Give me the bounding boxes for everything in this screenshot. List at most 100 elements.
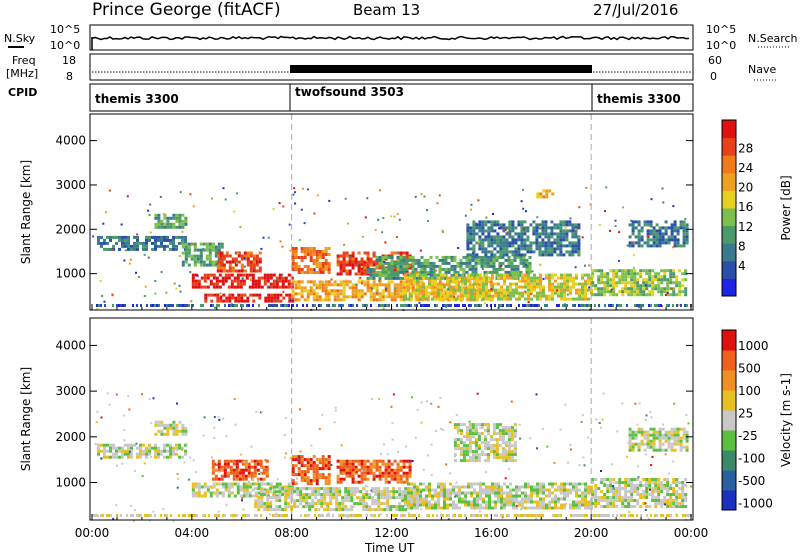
echo-cell bbox=[265, 471, 269, 475]
echo-cell bbox=[455, 273, 458, 277]
echo-cell bbox=[631, 433, 635, 437]
echo-cell bbox=[342, 257, 346, 261]
echo-cell bbox=[175, 287, 178, 290]
echo-cell bbox=[577, 253, 581, 257]
echo-cell bbox=[419, 294, 422, 298]
echo-cell bbox=[243, 257, 246, 260]
echo-cell bbox=[603, 275, 607, 279]
echo-cell bbox=[154, 244, 157, 248]
echo-cell bbox=[303, 247, 307, 250]
echo-cell bbox=[507, 270, 511, 274]
echo-cell bbox=[480, 453, 484, 457]
echo-cell bbox=[432, 264, 436, 268]
echo-cell bbox=[684, 269, 688, 273]
echo-cell bbox=[422, 304, 424, 307]
echo-cell bbox=[407, 285, 410, 289]
echo-cell bbox=[476, 297, 479, 301]
echo-cell bbox=[587, 500, 590, 504]
echo-cell bbox=[512, 294, 515, 298]
echo-cell bbox=[480, 426, 484, 430]
echo-cell bbox=[470, 276, 473, 280]
echo-cell bbox=[548, 482, 551, 486]
echo-cell bbox=[428, 282, 431, 286]
echo-cell bbox=[690, 485, 693, 488]
echo-cell bbox=[560, 297, 563, 301]
echo-cell bbox=[467, 285, 470, 289]
echo-cell bbox=[565, 220, 569, 224]
echo-cell bbox=[452, 506, 455, 510]
echo-cell bbox=[130, 446, 133, 450]
echo-cell bbox=[663, 269, 667, 273]
echo-cell bbox=[354, 260, 358, 264]
echo-cell bbox=[459, 261, 463, 265]
echo-cell bbox=[462, 423, 466, 427]
echo-cell bbox=[212, 485, 216, 489]
echo-cell bbox=[461, 273, 464, 277]
echo-cell bbox=[184, 426, 188, 430]
echo-cell bbox=[525, 270, 529, 274]
echo-cell bbox=[300, 280, 304, 284]
echo-cell bbox=[173, 282, 176, 285]
echo-cell bbox=[303, 271, 307, 274]
echo-cell bbox=[513, 444, 517, 448]
echo-cell bbox=[648, 281, 652, 285]
echo-cell bbox=[258, 266, 262, 270]
echo-cell bbox=[206, 488, 210, 492]
echo-cell bbox=[501, 459, 505, 463]
echo-cell bbox=[187, 245, 191, 249]
echo-cell bbox=[676, 229, 680, 233]
echo-cell bbox=[103, 449, 106, 453]
echo-cell bbox=[636, 284, 640, 288]
echo-cell bbox=[376, 292, 379, 294]
echo-cell bbox=[575, 491, 578, 495]
echo-cell bbox=[209, 282, 213, 286]
echo-cell bbox=[482, 297, 485, 301]
echo-cell bbox=[315, 298, 319, 302]
echo-cell bbox=[473, 282, 476, 286]
echo-cell bbox=[449, 285, 452, 289]
echo-cell bbox=[483, 270, 487, 274]
echo-cell bbox=[222, 187, 225, 190]
echo-cell bbox=[443, 506, 446, 510]
echo-cell bbox=[169, 222, 173, 226]
echo-cell bbox=[351, 295, 355, 299]
echo-cell bbox=[245, 491, 249, 495]
echo-cell bbox=[393, 266, 397, 270]
echo-cell bbox=[504, 432, 508, 436]
echo-cell bbox=[225, 269, 229, 273]
colorbar-swatch bbox=[722, 172, 736, 191]
echo-cell bbox=[223, 459, 227, 463]
echo-cell bbox=[269, 482, 273, 486]
echo-cell bbox=[92, 235, 95, 238]
echo-cell bbox=[539, 282, 542, 286]
echo-cell bbox=[238, 459, 242, 463]
echo-cell bbox=[396, 286, 400, 290]
echo-cell bbox=[581, 482, 584, 486]
echo-cell bbox=[578, 206, 581, 209]
echo-cell bbox=[124, 241, 127, 245]
echo-cell bbox=[137, 275, 140, 278]
echo-cell bbox=[484, 229, 488, 233]
echo-cell bbox=[275, 499, 279, 503]
echo-cell bbox=[450, 255, 454, 259]
echo-cell bbox=[548, 500, 551, 504]
echo-cell bbox=[500, 297, 503, 301]
echo-cell bbox=[449, 472, 452, 475]
echo-cell bbox=[444, 261, 448, 265]
echo-cell bbox=[357, 266, 361, 270]
echo-cell bbox=[255, 269, 259, 273]
echo-cell bbox=[342, 465, 346, 469]
echo-cell bbox=[217, 468, 221, 472]
echo-cell bbox=[394, 287, 397, 290]
echo-cell bbox=[341, 505, 345, 509]
echo-cell bbox=[245, 276, 249, 280]
echo-cell bbox=[648, 481, 652, 484]
echo-cell bbox=[326, 508, 330, 512]
echo-cell bbox=[315, 256, 319, 259]
echo-cell bbox=[410, 500, 413, 504]
echo-cell bbox=[453, 441, 457, 445]
echo-cell bbox=[393, 283, 397, 287]
echo-cell bbox=[366, 263, 370, 267]
echo-cell bbox=[449, 488, 452, 492]
echo-cell bbox=[466, 247, 470, 251]
